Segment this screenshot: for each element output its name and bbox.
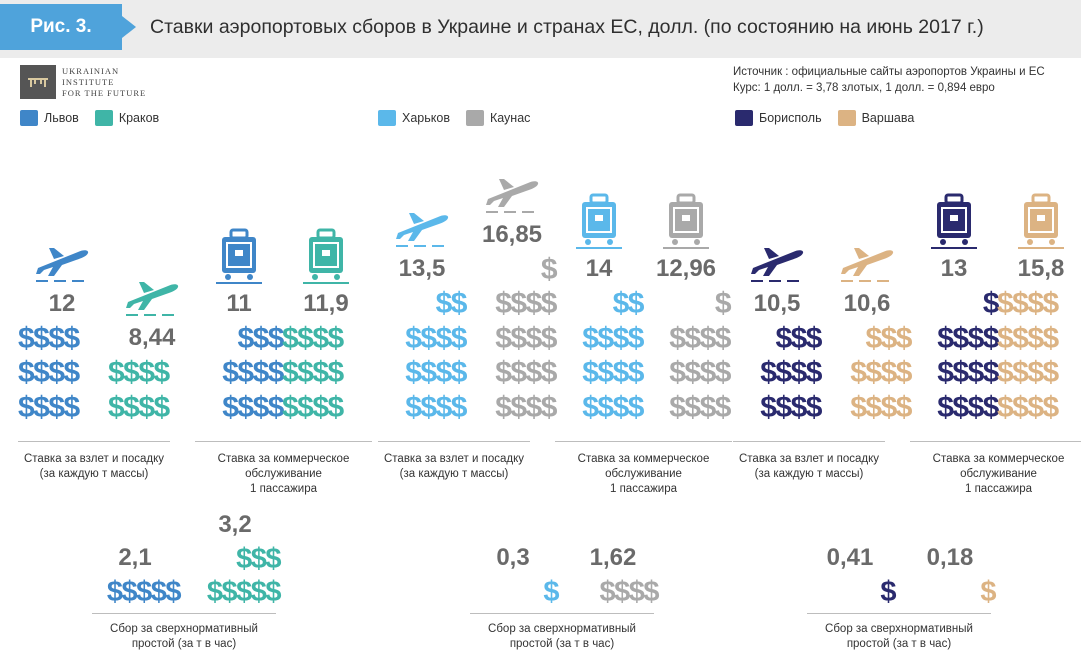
caption-passenger-service: Ставка за коммерческое обслуживание 1 пасс… <box>577 453 710 495</box>
plane-icon-kaunas <box>482 169 542 222</box>
chart-title: Ставки аэропортовых сборов в Украине и с… <box>150 16 984 38</box>
divider-service <box>910 441 1081 442</box>
legend-label: Каунас <box>489 111 531 125</box>
dollar-stack-passenger_service-boryspil: $ $$$$ $$$$ $$$$ <box>937 287 999 424</box>
value-label-excess_parking-warsaw: 0,18 <box>926 544 974 571</box>
caption-passenger-service: Ставка за коммерческое обслуживание 1 пасс… <box>217 453 350 495</box>
value-label-takeoff_landing-lviv: 12 <box>48 289 76 317</box>
dollar-stack-excess_parking-lviv: $$$$$ <box>106 576 182 608</box>
legend-lviv-krakow: Львов Краков <box>20 110 175 126</box>
value-label-excess_parking-kaunas: 1,62 <box>589 544 637 571</box>
legend-swatch-kharkiv <box>378 110 396 126</box>
source-line: Источник : официальные сайты аэропортов … <box>733 66 1045 78</box>
caption-excess-parking: Сбор за сверхнормативный простой (за т в … <box>825 623 973 650</box>
value-label-excess_parking-boryspil: 0,41 <box>826 544 874 571</box>
divider-takeoff <box>18 441 170 442</box>
luggage-icon-krakow <box>301 228 351 291</box>
legend-swatch-warsaw <box>837 110 856 126</box>
caption-takeoff-landing: Ставка за взлет и посадку (за каждую т ма… <box>738 453 879 480</box>
divider-parking <box>807 613 991 614</box>
dollar-stack-excess_parking-krakow: $$$ $$$$$ <box>206 543 282 608</box>
value-label-passenger_service-warsaw: 15,8 <box>1017 255 1065 282</box>
legend-label: Борисполь <box>759 111 822 125</box>
value-label-takeoff_landing-kharkiv: 13,5 <box>398 255 446 282</box>
divider-takeoff <box>733 441 885 442</box>
dollar-stack-takeoff_landing-boryspil: $$$ $$$$ $$$$ <box>760 321 822 424</box>
dollar-stack-takeoff_landing-kaunas: $ $$$$ $$$$ $$$$ $$$$ <box>495 252 557 424</box>
plane-icon-lviv <box>32 238 92 291</box>
divider-service <box>195 441 372 442</box>
luggage-icon-kaunas <box>661 193 711 256</box>
plane-icon-boryspil <box>747 238 807 291</box>
legend-label: Краков <box>118 111 160 125</box>
logo-icon <box>20 65 56 99</box>
legend-label: Варшава <box>861 111 915 125</box>
value-label-passenger_service-lviv: 11 <box>226 289 252 317</box>
logo-line: INSTITUTE <box>62 77 115 87</box>
dollar-stack-excess_parking-kharkiv: $ <box>543 576 559 608</box>
value-label-passenger_service-boryspil: 13 <box>940 255 968 282</box>
luggage-icon-warsaw <box>1016 193 1066 256</box>
logo-line: FOR THE FUTURE <box>62 88 147 98</box>
dollar-stack-passenger_service-krakow: $$$$ $$$$ $$$$ <box>282 321 344 424</box>
source-line: Курс: 1 долл. = 3,78 злотых, 1 долл. = 0… <box>733 82 995 94</box>
dollar-stack-takeoff_landing-lviv: $$$$ $$$$ $$$$ <box>18 321 80 424</box>
legend-swatch-boryspil <box>735 110 753 126</box>
source-note: Источник : официальные сайты аэропортов … <box>733 64 1045 96</box>
header-bar <box>0 0 1081 58</box>
value-label-takeoff_landing-warsaw: 10,6 <box>843 289 891 317</box>
luggage-icon-kharkiv <box>574 193 624 256</box>
divider-takeoff <box>378 441 530 442</box>
legend-swatch-kaunas <box>465 110 484 126</box>
caption-takeoff-landing: Ставка за взлет и посадку (за каждую т ма… <box>23 453 164 480</box>
dollar-stack-takeoff_landing-warsaw: $$$ $$$$ $$$$ <box>850 321 912 424</box>
caption-passenger-service: Ставка за коммерческое обслуживание 1 пасс… <box>932 453 1065 495</box>
luggage-icon-lviv <box>214 228 264 291</box>
value-label-passenger_service-krakow: 11,9 <box>303 289 349 317</box>
legend-swatch-lviv <box>20 110 38 126</box>
plane-icon-warsaw <box>837 238 897 291</box>
dollar-stack-takeoff_landing-krakow: $$$$ $$$$ <box>108 356 170 424</box>
figure-label: Рис. 3. <box>0 4 136 50</box>
caption-excess-parking: Сбор за сверхнормативный простой (за т в … <box>488 623 636 650</box>
logo-text: UKRAINIAN INSTITUTE FOR THE FUTURE <box>62 66 146 99</box>
divider-parking <box>470 613 654 614</box>
value-label-excess_parking-lviv: 2,1 <box>118 544 152 571</box>
caption-takeoff-landing: Ставка за взлет и посадку (за каждую т ма… <box>383 453 524 480</box>
dollar-stack-excess_parking-kaunas: $$$$ <box>599 576 659 608</box>
dollar-stack-passenger_service-kharkiv: $$ $$$$ $$$$ $$$$ <box>582 287 644 424</box>
value-label-takeoff_landing-boryspil: 10,5 <box>753 289 801 317</box>
plane-icon-krakow <box>122 272 182 325</box>
divider-parking <box>92 613 276 614</box>
legend-label: Львов <box>44 111 79 125</box>
plane-icon-kharkiv <box>392 203 452 256</box>
logo-line: UKRAINIAN <box>62 66 120 76</box>
legend-boryspil-warsaw: Борисполь Варшава <box>735 110 930 126</box>
value-label-passenger_service-kaunas: 12,96 <box>655 255 717 282</box>
divider-service <box>555 441 732 442</box>
value-label-excess_parking-krakow: 3,2 <box>218 511 252 538</box>
dollar-stack-passenger_service-lviv: $$$ $$$$ $$$$ <box>222 321 284 424</box>
dollar-stack-excess_parking-boryspil: $ <box>880 576 896 608</box>
caption-excess-parking: Сбор за сверхнормативный простой (за т в … <box>110 623 258 650</box>
dollar-stack-takeoff_landing-kharkiv: $$ $$$$ $$$$ $$$$ <box>405 287 467 424</box>
legend-label: Харьков <box>402 111 450 125</box>
dollar-stack-passenger_service-warsaw: $$$$ $$$$ $$$$ $$$$ <box>997 287 1059 424</box>
dollar-stack-excess_parking-warsaw: $ <box>980 576 996 608</box>
value-label-takeoff_landing-kaunas: 16,85 <box>481 220 543 248</box>
dollar-stack-passenger_service-kaunas: $ $$$$ $$$$ $$$$ <box>669 287 731 424</box>
legend-swatch-krakow <box>94 110 113 126</box>
luggage-icon-boryspil <box>929 193 979 256</box>
legend-kharkiv-kaunas: Харьков Каунас <box>378 110 546 126</box>
value-label-passenger_service-kharkiv: 14 <box>585 255 613 282</box>
value-label-excess_parking-kharkiv: 0,3 <box>496 544 530 571</box>
value-label-takeoff_landing-krakow: 8,44 <box>128 324 176 351</box>
